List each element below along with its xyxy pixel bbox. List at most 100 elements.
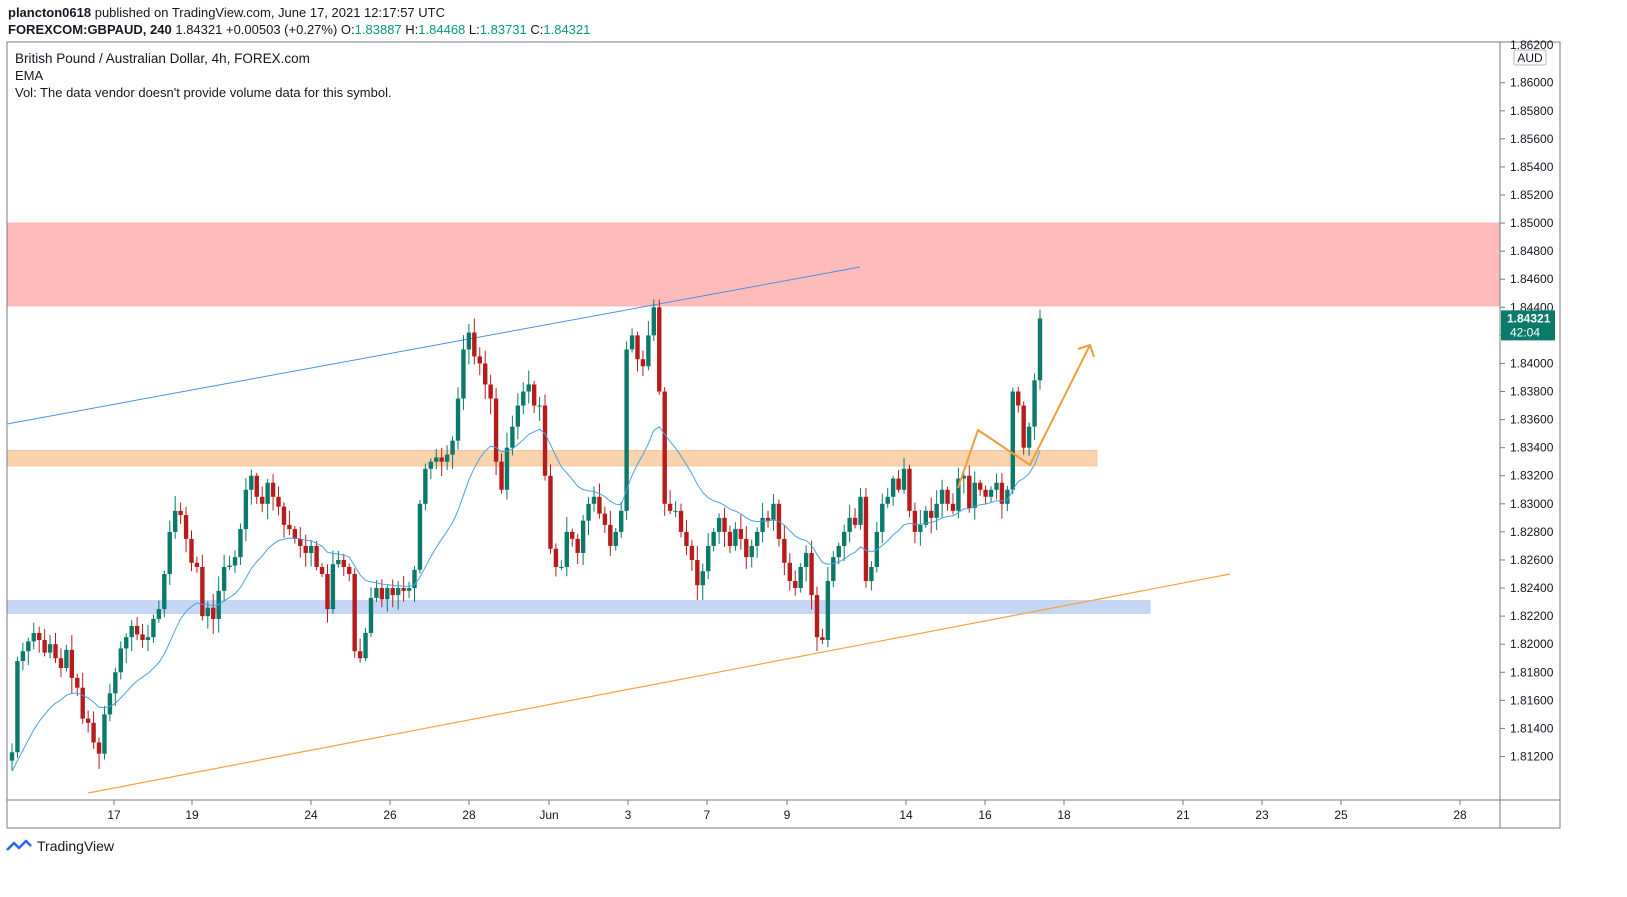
candle-body xyxy=(635,335,640,360)
candle-body xyxy=(336,559,341,565)
candle-body xyxy=(69,649,75,678)
candle-body xyxy=(570,531,575,539)
candle-body xyxy=(221,566,227,591)
ema-line xyxy=(11,426,1041,772)
candle-body xyxy=(825,581,831,640)
candle-body xyxy=(852,517,858,525)
candle-body xyxy=(977,482,983,490)
candle-body xyxy=(64,649,69,669)
footer[interactable]: TradingView xyxy=(6,838,114,854)
price-tick-label: 1.82800 xyxy=(1510,525,1554,539)
currency-label: AUD xyxy=(1517,51,1543,65)
candle-body xyxy=(575,538,580,553)
price-tick-label: 1.83000 xyxy=(1510,497,1554,511)
candle-body xyxy=(31,632,36,642)
candle-body xyxy=(91,722,96,743)
price-axis: 1.86000 1.85800 1.85600 1.85400 1.85200 1.850… xyxy=(1500,38,1554,763)
candle-body xyxy=(689,545,695,560)
candle-body xyxy=(292,529,298,539)
candle-body xyxy=(472,332,477,357)
price-tick-label: 1.81800 xyxy=(1510,665,1554,679)
low-value: 1.83731 xyxy=(479,22,527,37)
blue-support-zone xyxy=(6,600,1151,614)
candle-body xyxy=(107,693,113,715)
candle-body xyxy=(624,349,629,511)
candle-body xyxy=(548,475,553,549)
candle-body xyxy=(999,482,1005,504)
candle-body xyxy=(667,503,673,511)
candle-body xyxy=(118,648,123,673)
candle-body xyxy=(357,651,363,659)
candle-body xyxy=(1010,391,1016,490)
candle-body xyxy=(129,625,134,638)
price-tick-label: 1.81200 xyxy=(1510,749,1554,763)
candle-body xyxy=(439,457,444,462)
projection-arrowhead xyxy=(1077,343,1095,358)
candle-body xyxy=(836,545,841,558)
candle-body xyxy=(434,457,439,462)
candle-body xyxy=(189,538,194,563)
price-tick-label: 1.84600 xyxy=(1510,272,1554,286)
volume-legend: Vol: The data vendor doesn't provide vol… xyxy=(15,85,392,100)
candle-body xyxy=(907,468,912,511)
candle-body xyxy=(341,559,346,567)
candle-body xyxy=(211,607,216,619)
candle-body xyxy=(994,482,999,490)
candle-body xyxy=(172,510,178,532)
candle-body xyxy=(657,307,662,392)
price-tick-label: 1.81400 xyxy=(1510,721,1554,735)
candle-body xyxy=(352,574,357,652)
candle-body xyxy=(531,384,537,406)
high-label: H: xyxy=(405,22,419,37)
candle-body xyxy=(205,607,211,617)
time-tick-label: 17 xyxy=(107,808,121,822)
candle-body xyxy=(15,661,20,753)
blue-trendline xyxy=(6,266,861,425)
candle-body xyxy=(934,503,939,518)
ema-legend: EMA xyxy=(15,68,44,83)
time-tick-label: 26 xyxy=(383,808,397,822)
price-tick-label: 1.83600 xyxy=(1510,413,1554,427)
candle-body xyxy=(347,566,352,575)
candle-body xyxy=(733,529,738,546)
orange-support-zone xyxy=(6,449,1098,467)
candle-body xyxy=(276,496,281,507)
candle-body xyxy=(477,356,482,364)
candle-body xyxy=(945,489,950,504)
candle-body xyxy=(613,531,618,546)
candle-body xyxy=(983,489,988,497)
time-tick-label: 25 xyxy=(1334,808,1348,822)
candle-body xyxy=(537,405,542,407)
author-name[interactable]: plancton0618 xyxy=(8,5,92,20)
time-tick-label: 14 xyxy=(899,808,913,822)
candle-body xyxy=(1016,391,1021,406)
candle-body xyxy=(646,335,651,367)
candle-body xyxy=(493,398,499,462)
candle-body xyxy=(96,742,102,754)
tradingview-logo-icon xyxy=(6,839,32,851)
candle-body xyxy=(564,531,569,567)
candle-body xyxy=(178,510,183,516)
candle-body xyxy=(395,588,401,596)
time-tick-label: 9 xyxy=(784,808,791,822)
candle-body xyxy=(782,538,787,563)
chart-border xyxy=(6,41,1561,829)
candle-body xyxy=(227,565,232,567)
candle-body xyxy=(281,506,287,525)
price-tick-label: 1.83200 xyxy=(1510,469,1554,483)
candle-body xyxy=(53,644,58,659)
candle-body xyxy=(374,588,379,598)
last-price-badge xyxy=(1501,310,1555,341)
candle-body xyxy=(727,531,733,546)
candle-body xyxy=(901,468,907,490)
candle-body xyxy=(918,524,923,532)
price-tick-label: 1.84000 xyxy=(1510,356,1554,370)
price-tick-label-partial: 1.86200 xyxy=(1510,38,1554,52)
high-value: 1.84468 xyxy=(418,22,466,37)
projection-path xyxy=(957,344,1091,489)
last-price: 1.84321 xyxy=(175,22,223,37)
candle-body xyxy=(270,482,276,497)
candle-body xyxy=(803,552,809,567)
